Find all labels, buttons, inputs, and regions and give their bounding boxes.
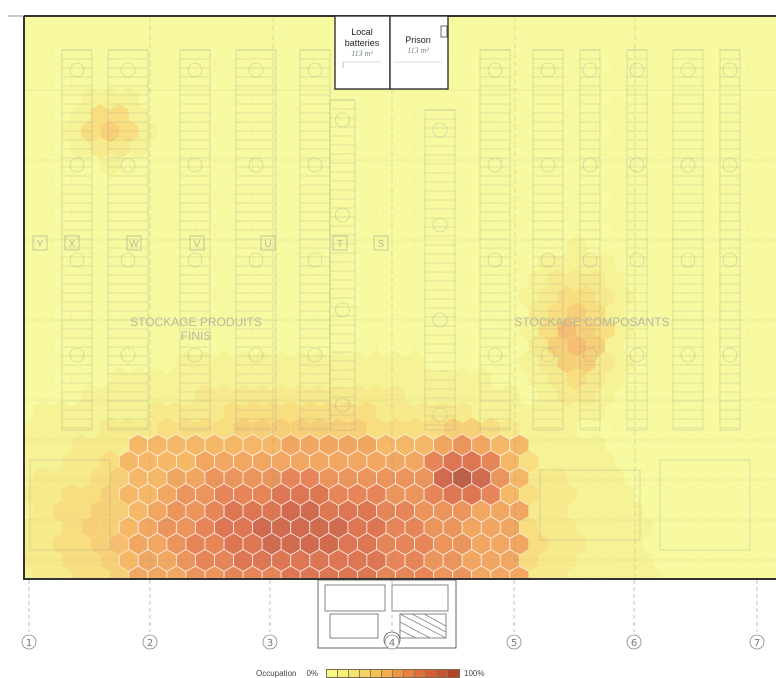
- room-local-batteries-label-2: batteries: [345, 38, 380, 48]
- grid-axis-2: 2: [143, 580, 157, 649]
- legend-swatch: [327, 670, 338, 677]
- zone-components-label: STOCKAGE COMPOSANTS: [514, 315, 669, 329]
- legend-swatch: [360, 670, 371, 677]
- room-local-batteries-label: Local: [351, 27, 373, 37]
- occupation-heatmap: [15, 5, 776, 588]
- grid-axis-5: 5: [507, 580, 521, 649]
- grid-axis-number: 2: [147, 638, 153, 649]
- legend-swatch: [393, 670, 404, 677]
- legend-swatch: [338, 670, 349, 677]
- aisle-letter: U: [264, 239, 271, 250]
- aisle-letter: S: [378, 239, 385, 250]
- room-local-batteries: Local batteries 113 m²: [335, 16, 390, 89]
- zone-finished-products-label: STOCKAGE PRODUITS: [130, 315, 262, 329]
- grid-axis-3: 3: [263, 580, 277, 649]
- legend-swatch: [437, 670, 448, 677]
- aisle-letter: Y: [37, 239, 44, 250]
- legend-swatch: [371, 670, 382, 677]
- grid-axis-number: 1: [26, 638, 32, 649]
- legend-swatch: [404, 670, 415, 677]
- legend-swatch: [426, 670, 437, 677]
- grid-axis-1: 1: [22, 580, 36, 649]
- aisle-letter: T: [337, 239, 343, 250]
- grid-axis-number: 7: [754, 638, 760, 649]
- legend-swatch: [415, 670, 426, 677]
- legend-swatch: [382, 670, 393, 677]
- grid-axis-number: 5: [511, 638, 517, 649]
- aisle-letter: X: [69, 239, 76, 250]
- aisle-letter: W: [129, 239, 139, 250]
- grid-axis-6: 6: [627, 580, 641, 649]
- grid-axis-number: 3: [267, 638, 273, 649]
- legend-swatch: [349, 670, 360, 677]
- grid-axis-7: 7: [750, 580, 764, 649]
- aisle-letter: V: [194, 239, 201, 250]
- grid-axis-number: 4: [389, 638, 395, 649]
- room-local-batteries-area: 113 m²: [351, 49, 373, 58]
- legend-swatch: [448, 670, 459, 677]
- zone-finished-products-label-2: FINIS: [181, 329, 212, 343]
- room-prison-area: 113 m²: [407, 46, 429, 55]
- grid-axis-number: 6: [631, 638, 637, 649]
- room-prison: Prison 113 m²: [390, 16, 448, 89]
- room-prison-label: Prison: [405, 35, 431, 45]
